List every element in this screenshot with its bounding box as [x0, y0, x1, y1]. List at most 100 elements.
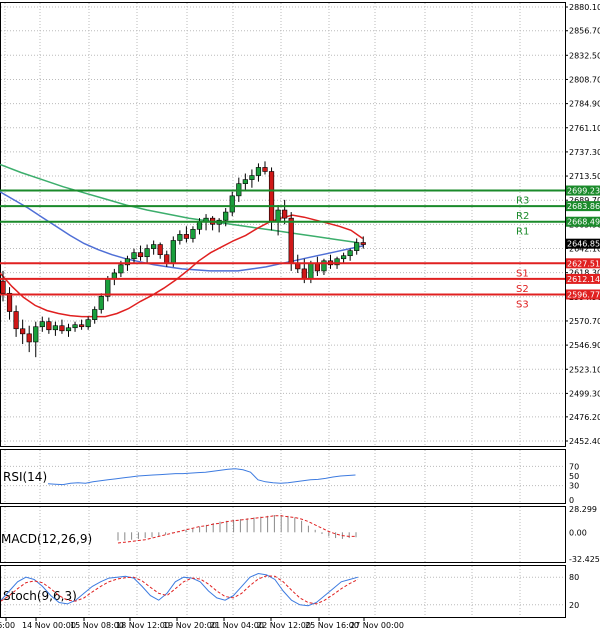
y-tick-label: 2546.90 — [569, 341, 600, 350]
x-tick-label: 25 Nov 16:00 — [305, 621, 359, 630]
candle-body — [33, 326, 39, 343]
level-price-tag — [566, 216, 600, 227]
level-price-label: 2683.86 — [567, 202, 600, 211]
candle-body — [360, 242, 366, 245]
candle-body — [340, 255, 347, 260]
candle-body — [85, 319, 91, 328]
macd-tick-label: -32.425 — [569, 555, 600, 564]
level-price-tag — [566, 258, 600, 269]
pane-frame-rsi — [0, 449, 566, 504]
candle-body — [151, 244, 157, 249]
stoch-k-line — [0, 572, 359, 607]
candle-body — [223, 211, 229, 221]
y-tick-label: 2737.30 — [569, 148, 600, 157]
candle-body — [242, 179, 248, 184]
level-name-r2: R2 — [516, 211, 529, 222]
stoch-tick-label: 20 — [569, 601, 579, 610]
rsi-tick-label: 50 — [569, 472, 579, 481]
candle-body — [46, 321, 52, 331]
y-tick-label: 2618.30 — [569, 269, 600, 278]
candle-body — [26, 333, 32, 343]
candle-body — [282, 209, 288, 219]
level-price-tag — [566, 273, 600, 284]
candle-body — [249, 175, 255, 180]
y-tick-label: 2784.90 — [569, 100, 600, 109]
pivot-levels: R3 2699.23 R2 2683.86 R1 2668.49 S1 2627.51 S2 26… — [0, 185, 600, 311]
candle-body — [354, 242, 360, 251]
ma-line-blue — [0, 191, 365, 272]
candle-body — [98, 295, 104, 310]
stoch-title: Stoch(9,6,3) — [3, 589, 77, 603]
candles — [0, 161, 366, 358]
candle-body — [196, 221, 203, 230]
x-tick-label: 14 Nov 00:00 — [22, 621, 76, 630]
candle-body — [6, 292, 13, 312]
rsi-tick-label: 30 — [569, 482, 579, 491]
level-price-tag — [566, 185, 600, 196]
current-price-label: 2646.85 — [567, 240, 600, 249]
rsi-title: RSI(14) — [3, 470, 47, 484]
level-name-s3: S3 — [516, 300, 529, 311]
candle-body — [275, 209, 281, 223]
ma-line-green — [0, 163, 358, 244]
rsi-line — [47, 468, 356, 486]
candle-body — [131, 252, 137, 260]
y-tick-label: 2808.70 — [569, 75, 600, 84]
macd-tick-label: 28.299 — [569, 505, 597, 514]
level-price-tag — [566, 201, 600, 212]
candle-body — [334, 258, 340, 266]
stoch-tick-label: 80 — [569, 573, 579, 582]
candle-body — [39, 321, 45, 328]
y-tick-label: 2832.50 — [569, 51, 600, 60]
level-price-label: 2699.23 — [567, 187, 600, 196]
x-tick-label: 18 Nov 12:00 — [116, 621, 170, 630]
rsi-tick-label: 0 — [569, 496, 574, 505]
x-tick-label: 15 Nov 08:00 — [70, 621, 124, 630]
candle-body — [288, 217, 294, 264]
candle-body — [190, 229, 196, 239]
ma-line-red — [0, 214, 364, 318]
y-tick-label: 2713.50 — [569, 172, 600, 181]
x-tick-label: 21 Nov 04:00 — [210, 621, 264, 630]
y-tick-label: 2856.70 — [569, 27, 600, 36]
candle-body — [229, 195, 235, 213]
candle-body — [262, 167, 268, 172]
macd-tick-label: 0.00 — [569, 528, 587, 537]
macd-title: MACD(12,26,9) — [1, 532, 92, 546]
candle-body — [177, 234, 183, 241]
candle-body — [137, 252, 144, 258]
candle-body — [92, 309, 98, 320]
candle-body — [321, 260, 327, 272]
level-price-label: 2627.51 — [567, 259, 600, 268]
candle-body — [65, 327, 72, 332]
y-tick-label: 2476.20 — [569, 413, 600, 422]
x-tick-label: 16:00 — [0, 621, 15, 630]
y-tick-label: 2523.10 — [569, 365, 600, 374]
stoch-d-line — [0, 575, 359, 605]
current-price-tag — [566, 238, 600, 249]
candle-body — [52, 325, 58, 331]
macd-signal-line — [117, 515, 356, 544]
candle-body — [13, 311, 19, 330]
candle-body — [72, 324, 78, 329]
level-name-s1: S1 — [516, 268, 529, 279]
candle-body — [157, 244, 163, 255]
candle-body — [170, 240, 176, 264]
candle-body — [164, 254, 170, 264]
candle-body — [118, 264, 124, 274]
level-price-tag — [566, 289, 600, 300]
y-tick-label: 2570.70 — [569, 317, 600, 326]
candle-body — [268, 171, 275, 223]
level-price-label: 2668.49 — [567, 218, 600, 227]
y-tick-label: 2689.70 — [569, 196, 600, 205]
candle-body — [124, 258, 131, 266]
level-name-r3: R3 — [516, 196, 529, 207]
y-tick-label: 2499.30 — [569, 389, 600, 398]
level-name-s2: S2 — [516, 284, 529, 295]
candle-body — [79, 324, 85, 328]
candle-body — [308, 262, 314, 280]
level-price-label: 2596.77 — [567, 291, 600, 300]
candle-body — [144, 248, 150, 258]
